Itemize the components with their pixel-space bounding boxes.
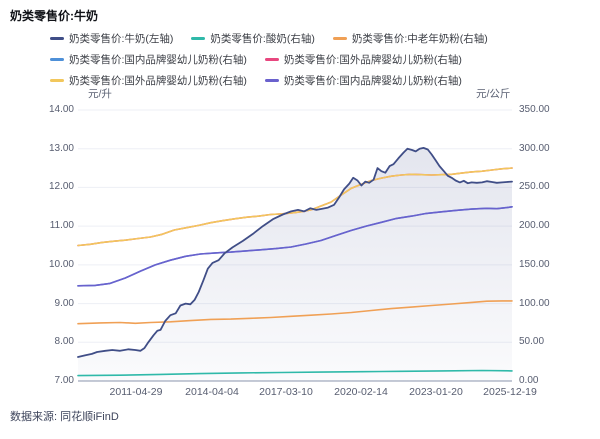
y-tick: 200.00 [519,220,550,232]
y-tick: 100.00 [519,297,550,309]
legend-label: 奶类零售价:国外品牌婴幼儿奶粉(右轴) [283,53,462,66]
y-tick: 12.00 [48,181,74,193]
legend-marker [191,36,206,40]
legend-item-elderly-powder[interactable]: 奶类零售价:中老年奶粉(右轴) [332,28,488,48]
x-tick: 2020-02-14 [334,386,388,398]
legend-marker [264,57,279,61]
legend-label: 奶类零售价:国内品牌婴幼儿奶粉(右轴) [69,53,247,66]
legend-item-foreign-formula-pink[interactable]: 奶类零售价:国外品牌婴幼儿奶粉(右轴) [264,49,462,69]
legend-marker [50,78,64,82]
left-axis-unit: 元/升 [88,88,112,100]
legend-label: 奶类零售价:国内品牌婴幼儿奶粉(右轴) [283,74,462,87]
y-tick: 13.00 [48,142,74,154]
series-lines [77,147,513,381]
legend-label: 奶类零售价:酸奶(右轴) [210,32,315,45]
page-title: 奶类零售价:牛奶 [10,9,98,23]
y-tick: 10.00 [48,258,74,270]
y-tick: 11.00 [49,220,74,232]
x-tick: 2023-01-20 [409,386,463,398]
right-axis-ticks: 350.00 300.00 250.00 200.00 150.00 100.0… [519,103,575,388]
x-tick: 2025-12-19 [483,386,537,398]
data-source: 数据来源: 同花顺iFinD [10,411,119,423]
y-tick: 50.00 [519,336,545,348]
legend-item-domestic-formula-purple[interactable]: 奶类零售价:国内品牌婴幼儿奶粉(右轴) [264,70,462,90]
y-tick: 150.00 [519,258,550,270]
legend-label: 奶类零售价:中老年奶粉(右轴) [351,32,488,45]
y-tick: 9.00 [54,297,74,309]
legend-label: 奶类零售价:牛奶(左轴) [69,32,174,45]
legend-item-milk[interactable]: 奶类零售价:牛奶(左轴) [50,28,173,48]
y-tick: 0.00 [519,374,539,386]
y-tick: 7.00 [54,374,74,386]
y-tick: 8.00 [54,336,74,348]
y-tick: 14.00 [48,104,74,115]
right-axis-unit: 元/公斤 [476,88,511,100]
y-tick: 350.00 [519,104,550,115]
legend-item-foreign-formula-yellow[interactable]: 奶类零售价:国外品牌婴幼儿奶粉(右轴) [50,70,247,90]
legend-label: 奶类零售价:国外品牌婴幼儿奶粉(右轴) [69,74,247,87]
legend-marker [50,57,64,61]
x-axis-labels: 2011-04-29 2014-04-04 2017-03-10 2020-02… [0,386,600,400]
x-tick: 2017-03-10 [259,386,313,398]
legend-item-yogurt[interactable]: 奶类零售价:酸奶(右轴) [191,28,315,48]
legend: 奶类零售价:牛奶(左轴) 奶类零售价:酸奶(右轴) 奶类零售价:中老年奶粉(右轴… [50,28,540,90]
x-tick: 2014-04-04 [185,386,239,398]
legend-item-domestic-formula-blue[interactable]: 奶类零售价:国内品牌婴幼儿奶粉(右轴) [50,49,247,69]
legend-marker [264,78,279,82]
y-tick: 300.00 [519,142,550,154]
chart-canvas[interactable] [77,108,513,383]
legend-marker [332,36,347,40]
left-axis-ticks: 14.00 13.00 12.00 11.00 10.00 9.00 8.00 … [20,103,74,388]
x-tick: 2011-04-29 [109,386,163,398]
y-tick: 250.00 [519,181,550,193]
legend-marker [50,36,64,40]
